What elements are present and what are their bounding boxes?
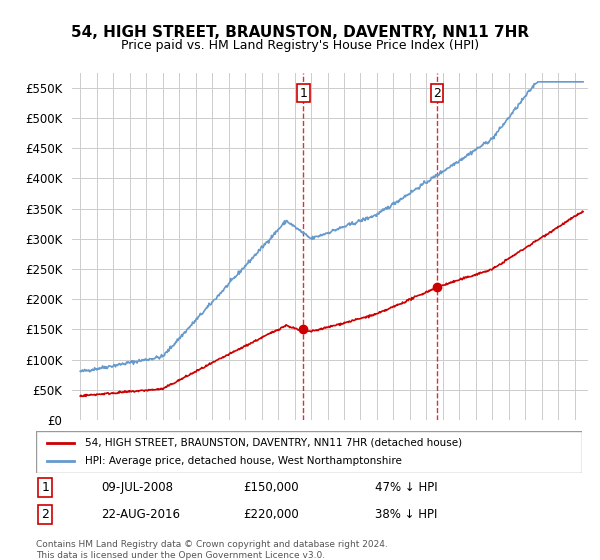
Text: 54, HIGH STREET, BRAUNSTON, DAVENTRY, NN11 7HR (detached house): 54, HIGH STREET, BRAUNSTON, DAVENTRY, NN… (85, 438, 462, 448)
Text: 09-JUL-2008: 09-JUL-2008 (101, 481, 173, 494)
Text: 47% ↓ HPI: 47% ↓ HPI (374, 481, 437, 494)
Text: £150,000: £150,000 (244, 481, 299, 494)
Text: 1: 1 (299, 87, 307, 100)
Text: 2: 2 (433, 87, 441, 100)
Text: £220,000: £220,000 (244, 508, 299, 521)
Text: HPI: Average price, detached house, West Northamptonshire: HPI: Average price, detached house, West… (85, 456, 402, 466)
Text: Contains HM Land Registry data © Crown copyright and database right 2024.
This d: Contains HM Land Registry data © Crown c… (36, 540, 388, 560)
Text: 22-AUG-2016: 22-AUG-2016 (101, 508, 181, 521)
Text: 2: 2 (41, 508, 49, 521)
Text: 38% ↓ HPI: 38% ↓ HPI (374, 508, 437, 521)
Text: 1: 1 (41, 481, 49, 494)
FancyBboxPatch shape (36, 431, 582, 473)
Text: 54, HIGH STREET, BRAUNSTON, DAVENTRY, NN11 7HR: 54, HIGH STREET, BRAUNSTON, DAVENTRY, NN… (71, 25, 529, 40)
Text: Price paid vs. HM Land Registry's House Price Index (HPI): Price paid vs. HM Land Registry's House … (121, 39, 479, 52)
